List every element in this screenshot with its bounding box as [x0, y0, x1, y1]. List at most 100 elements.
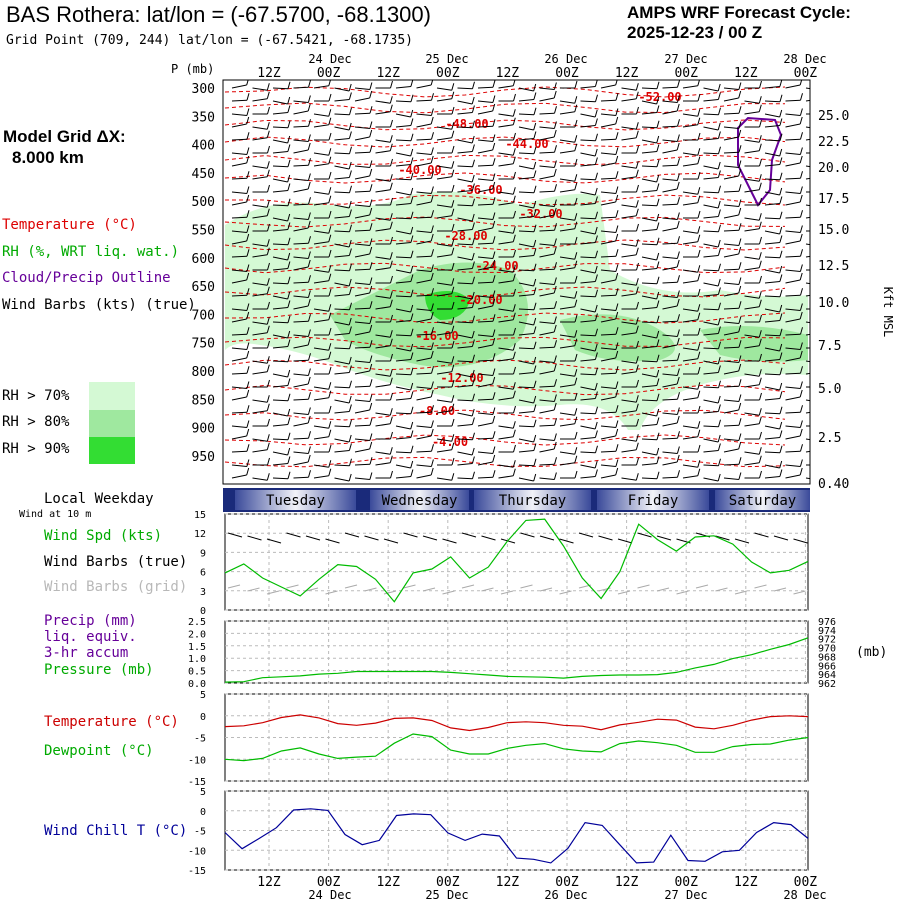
wind-barb-staff [354, 165, 370, 168]
wind-barb-flag [779, 94, 783, 102]
y-tick-label: 0.5 [188, 667, 206, 678]
top-date-label: 28 Dec [783, 52, 826, 66]
wind-barb-flag [574, 182, 578, 190]
wind-barb-staff [559, 100, 575, 104]
wind-barb-staff [252, 176, 268, 180]
wind-barb-flag [307, 259, 311, 268]
wind-barb-staff [662, 422, 678, 427]
wind-barb-flag [717, 404, 721, 412]
wind-barb-flag [410, 133, 414, 141]
wind-barb-flag [267, 223, 270, 232]
wind-barb-flag [307, 220, 311, 229]
wind-barb-staff [539, 448, 555, 453]
wind-barb-flag [307, 376, 311, 385]
wind-barb-staff [436, 477, 452, 481]
temperature-contour [224, 102, 786, 114]
wind-barb-flag [615, 366, 619, 374]
wind-barb-staff [395, 359, 411, 362]
wind-barb-flag [779, 172, 783, 180]
wind-barb-staff [272, 229, 288, 232]
wind-barb-flag [431, 132, 434, 140]
height-tick-label: 10.0 [818, 296, 849, 311]
wind-barb-flag [821, 92, 823, 99]
wind-barb-flag [266, 434, 270, 442]
wind-barb-staff [272, 399, 289, 402]
wind-barb-staff [744, 228, 760, 232]
wind-barb-staff [354, 438, 370, 441]
wind-barb-flag [676, 298, 680, 307]
wind-barb-flag [246, 264, 250, 272]
wind-barb-staff [662, 217, 678, 220]
top-hour-label: 00Z [317, 66, 341, 81]
wind-barb-staff [395, 295, 412, 298]
wind-barb-flag [717, 92, 721, 100]
y-tick-label: 15 [194, 510, 206, 521]
wind-barb-staff [375, 150, 391, 154]
wind-barb-flag [431, 366, 434, 374]
wind-barb-flag [471, 378, 475, 386]
wind-barb-flag [738, 457, 742, 465]
wind-barb-staff [416, 396, 432, 401]
wind-barb-flag [430, 389, 434, 398]
wind-barb-flag [410, 304, 414, 313]
wind-barb-flag [594, 196, 598, 204]
wind-barb-staff [395, 412, 412, 415]
wind-barb-flag [779, 235, 783, 243]
wind-barb-flag [554, 106, 557, 114]
wind-barb-staff [641, 399, 658, 402]
wind-barb-staff [518, 333, 534, 336]
wind-barb-staff [416, 333, 432, 336]
wind-barb-flag [348, 473, 352, 482]
wind-barb-staff [662, 373, 678, 376]
wind-barb-staff [518, 308, 535, 311]
bottom-hour-label: 00Z [555, 875, 579, 890]
wind-barb-flag [430, 108, 434, 116]
wind-barb-staff [231, 269, 247, 272]
wind-barb-staff [498, 386, 514, 390]
wind-barb-flag [779, 148, 783, 157]
wind-barb-flag [779, 421, 783, 430]
wind-barb-flag [553, 355, 557, 363]
temperature-contour [224, 384, 786, 396]
wind-barb-grid [676, 590, 689, 595]
wind-barb-flag [492, 158, 496, 166]
wind-barb-staff [764, 230, 780, 235]
wind-barb-staff [723, 268, 740, 271]
wind-barb-staff [436, 215, 452, 219]
wind-barb-staff [723, 360, 739, 363]
height-tick-label: 20.0 [818, 161, 849, 176]
wind-barb-staff [252, 254, 268, 258]
wind-barb-flag [615, 311, 619, 320]
wind-barb-flag [266, 395, 270, 403]
wind-barb-flag [594, 343, 598, 352]
wind-barb-staff [662, 203, 678, 206]
wind-barb-flag [410, 421, 414, 430]
wind-barb-staff [559, 334, 575, 338]
wind-barb-staff [559, 178, 575, 182]
legend-wind-barbs: Wind Barbs (kts) (true) [2, 297, 196, 313]
wind-barb-flag [451, 247, 455, 255]
bottom-hour-label: 00Z [317, 875, 341, 890]
wind-barb-flag [697, 109, 701, 117]
wind-barb-flag [758, 447, 762, 455]
wind-barb-flag [595, 289, 598, 297]
wind-barb-staff [518, 255, 534, 258]
wind-barb-staff [641, 438, 658, 441]
wind-barb-flag [574, 314, 578, 323]
temperature-contour-label: -40.00 [398, 163, 441, 177]
wind-barb-flag [513, 132, 516, 141]
wind-barb-flag [492, 236, 496, 244]
y-tick-label: 9 [200, 548, 206, 559]
wind-barb-flag [328, 93, 332, 102]
wind-barb-staff [723, 399, 739, 402]
wind-barb-staff [457, 373, 473, 378]
wind-barb-true [344, 532, 360, 538]
wind-barb-staff [334, 333, 350, 336]
wind-barb-staff [252, 332, 268, 336]
wind-barb-flag [677, 80, 680, 88]
wind-barb-flag [758, 377, 762, 385]
wind-barb-flag [410, 148, 414, 157]
wind-barb-staff [457, 151, 473, 154]
y-tick-label: 0 [200, 807, 206, 818]
